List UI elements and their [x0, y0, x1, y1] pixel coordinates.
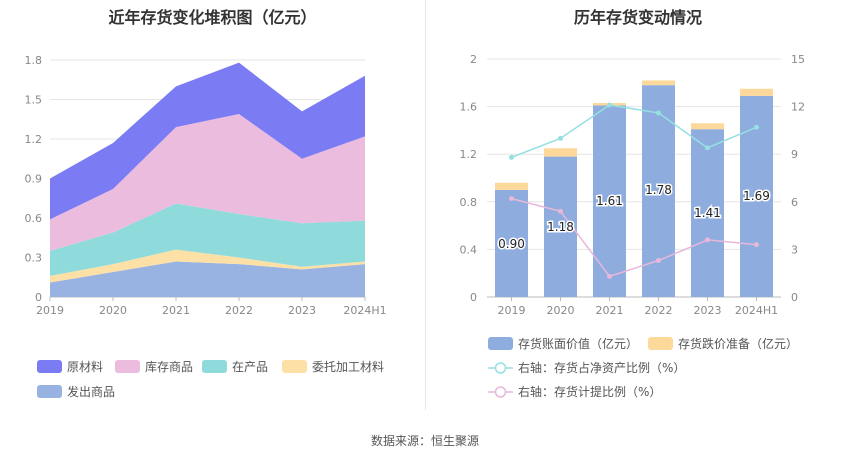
y-tick-left: 0.3 [25, 252, 43, 265]
x-tick-right: 2021 [596, 304, 624, 317]
legend-marker-right [494, 386, 507, 398]
left-chart-title: 近年存货变化堆积图（亿元） [108, 8, 317, 27]
bar-reserve [544, 148, 577, 157]
bar-data-label: 0.90 [498, 237, 525, 251]
area-consign [50, 249, 365, 283]
point-line_provision [558, 208, 563, 214]
bar-book-value [495, 189, 528, 297]
x-tick-right: 2023 [694, 304, 722, 317]
x-tick-right: 2024H1 [735, 304, 778, 317]
y-tick-left: 0.9 [25, 173, 43, 186]
x-tick-left: 2020 [99, 304, 127, 317]
bar-reserve [740, 88, 773, 96]
point-line_ratio [656, 110, 661, 116]
panel-divider [425, 0, 426, 410]
bar-reserve [691, 123, 724, 130]
y-tick-right-chart: 0.4 [460, 243, 478, 256]
legend-swatch-right [488, 337, 513, 350]
area-inventory_goods [50, 113, 365, 251]
legend-swatch-right [648, 337, 673, 350]
point-line_ratio [509, 154, 514, 160]
right-chart-title: 历年存货变动情况 [573, 8, 702, 27]
y-tick-right-chart: 0 [470, 291, 477, 304]
y2-tick: 9 [791, 148, 798, 161]
y2-tick: 6 [791, 196, 798, 209]
legend-label-right: 存货跌价准备（亿元） [678, 336, 798, 351]
point-line_ratio [705, 145, 710, 151]
y-tick-left: 1.2 [25, 133, 43, 146]
bar-line-panel: 历年存货变动情况 0 0.4 0.8 1.2 1.6 2 0 3 6 9 12 15 2019 2020 2… [426, 0, 850, 420]
x-tick-left: 2023 [288, 304, 316, 317]
bar-book-value [593, 105, 626, 297]
y2-tick: 0 [791, 291, 798, 304]
stacked-area-panel: 近年存货变化堆积图（亿元） 0 0.3 0.6 0.9 1.2 1.5 1.8 2019 202… [0, 0, 425, 420]
legend-label-left: 库存商品 [145, 359, 193, 374]
legend-label-right: 存货账面价值（亿元） [518, 336, 638, 351]
y-tick-left: 1.5 [25, 94, 43, 107]
legend-swatch-left [37, 385, 62, 398]
area-raw_material [50, 62, 365, 220]
bar-data-label: 1.78 [645, 183, 672, 197]
y-tick-left: 0.6 [25, 212, 43, 225]
point-line_provision [705, 237, 710, 243]
bar-reserve [642, 80, 675, 86]
bar-data-label: 1.69 [743, 189, 770, 203]
bar-data-label: 1.61 [596, 194, 623, 208]
x-tick-left: 2022 [225, 304, 253, 317]
legend-swatch-left [37, 360, 62, 373]
legend-swatch-left [115, 360, 140, 373]
bar-data-label: 1.18 [547, 220, 574, 234]
legend-swatch-left [202, 360, 227, 373]
x-tick-left: 2024H1 [343, 304, 386, 317]
x-tick-left: 2019 [36, 304, 64, 317]
y-tick-right-chart: 2 [470, 53, 477, 66]
legend-marker-right [494, 362, 507, 374]
y-tick-left: 0 [35, 291, 42, 304]
y2-tick: 12 [791, 101, 805, 114]
bar-book-value [691, 129, 724, 297]
legend-label-left: 发出商品 [67, 384, 115, 399]
point-line_ratio [607, 102, 612, 108]
y2-tick: 3 [791, 243, 798, 256]
legend-label-right: 右轴：存货计提比例（%） [518, 384, 661, 399]
point-line_provision [754, 242, 759, 248]
y-tick-right-chart: 1.2 [460, 148, 478, 161]
x-tick-right: 2022 [645, 304, 673, 317]
y2-tick: 15 [791, 53, 805, 66]
point-line_provision [607, 273, 612, 279]
point-line_provision [656, 258, 661, 264]
legend-swatch-left [282, 360, 307, 373]
x-tick-right: 2019 [498, 304, 526, 317]
legend-label-left: 委托加工材料 [312, 360, 384, 374]
line-line_provision [511, 197, 757, 278]
bar-reserve [495, 182, 528, 190]
point-line_ratio [754, 124, 759, 130]
bar-line-chart: 0 0.4 0.8 1.2 1.6 2 0 3 6 9 12 15 2019 2020 2021 2022 20… [460, 53, 806, 399]
x-tick-right: 2020 [547, 304, 575, 317]
y-tick-right-chart: 0.8 [460, 196, 478, 209]
x-tick-left: 2021 [162, 304, 190, 317]
stacked-area-chart: 0 0.3 0.6 0.9 1.2 1.5 1.8 2019 2020 2021 2022 2023 2… [25, 54, 387, 399]
data-source-label: 数据来源：恒生聚源 [370, 434, 479, 448]
point-line_ratio [558, 135, 563, 141]
line-line_ratio [511, 104, 757, 159]
bar-data-label: 1.41 [694, 206, 721, 220]
legend-label-right: 右轴：存货占净资产比例（%） [518, 360, 685, 375]
y-tick-left: 1.8 [25, 54, 43, 67]
y-tick-right-chart: 1.6 [460, 101, 478, 114]
area-wip [50, 203, 365, 276]
legend-label-left: 原材料 [67, 360, 103, 374]
area-shipped [50, 261, 365, 297]
legend-label-left: 在产品 [232, 360, 268, 374]
point-line_provision [509, 196, 514, 202]
